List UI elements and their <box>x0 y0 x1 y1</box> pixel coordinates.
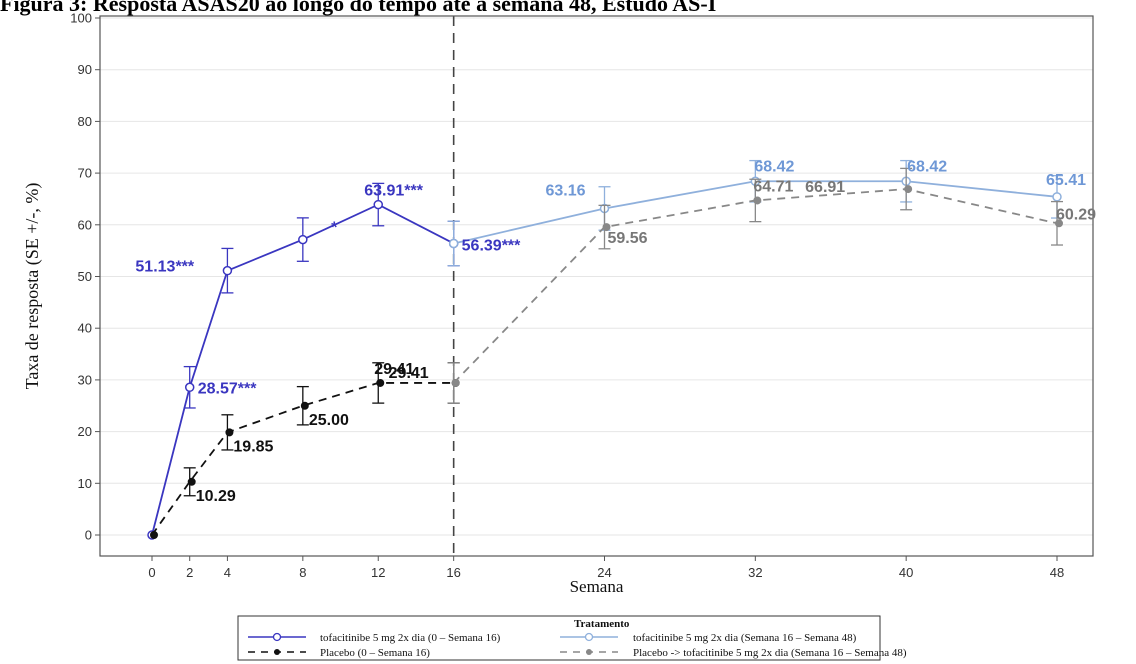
legend: Tratamento tofacitinibe 5 mg 2x dia (0 – … <box>237 615 907 661</box>
legend-label: Placebo -> tofacitinibe 5 mg 2x dia (Sem… <box>633 647 907 659</box>
x-tick-label: 40 <box>899 565 913 580</box>
data-point <box>222 265 233 276</box>
data-point <box>187 477 196 486</box>
y-axis-label: Taxa de resposta (SE +/-, %) <box>22 183 43 390</box>
legend-label: tofacitinibe 5 mg 2x dia (0 – Semana 16) <box>320 632 501 644</box>
legend-marker <box>584 632 594 642</box>
data-point <box>451 378 460 387</box>
point-label: 65.41 <box>1046 172 1086 189</box>
legend-item-0: tofacitinibe 5 mg 2x dia (0 – Semana 16) <box>248 632 501 644</box>
data-point <box>184 382 195 393</box>
point-label: 59.56 <box>608 230 648 247</box>
x-tick-label: 0 <box>148 565 155 580</box>
y-tick-label: 70 <box>78 166 92 181</box>
series-line-1 <box>151 382 454 536</box>
y-tick-label: 50 <box>78 269 92 284</box>
legend-title: Tratamento <box>574 618 630 630</box>
legend-item-1: Placebo (0 – Semana 16) <box>248 647 430 659</box>
x-tick-label: 12 <box>371 565 385 580</box>
x-tick-label: 24 <box>597 565 611 580</box>
data-point <box>1052 192 1062 202</box>
data-point <box>602 223 611 232</box>
x-axis-label: Semana <box>570 577 624 596</box>
y-tick-label: 60 <box>78 217 92 232</box>
legend-marker <box>274 649 280 655</box>
data-point <box>448 238 459 249</box>
point-label: 25.00 <box>309 412 349 429</box>
point-label: 68.42 <box>907 158 947 175</box>
y-tick-label: 20 <box>78 424 92 439</box>
point-label: 64.71 <box>753 178 793 195</box>
data-point <box>753 196 762 205</box>
data-point <box>1055 219 1063 228</box>
series-layer <box>147 159 1063 540</box>
legend-item-2: tofacitinibe 5 mg 2x dia (Semana 16 – Se… <box>560 632 857 644</box>
point-label: 56.39*** <box>462 237 521 254</box>
x-tick-label: 4 <box>224 565 231 580</box>
legend-label: tofacitinibe 5 mg 2x dia (Semana 16 – Se… <box>633 632 857 644</box>
point-label: 28.57*** <box>198 380 257 397</box>
data-point <box>150 531 158 539</box>
x-tick-label: 16 <box>446 565 460 580</box>
data-point <box>298 234 308 245</box>
point-label: 19.85 <box>233 438 273 455</box>
x-tick-label: 32 <box>748 565 762 580</box>
legend-box <box>237 615 881 661</box>
point-label: 29.41 <box>389 365 429 382</box>
y-tick-label: 40 <box>78 321 92 336</box>
y-tick-label: 80 <box>78 114 92 129</box>
legend-label: Placebo (0 – Semana 16) <box>320 647 430 659</box>
y-tick-label: 10 <box>78 476 92 491</box>
legend-marker <box>272 632 282 642</box>
plot-frame <box>99 15 1094 557</box>
data-point <box>904 185 913 194</box>
y-tick-label: 90 <box>78 62 92 77</box>
y-tick-label: 0 <box>85 528 92 543</box>
point-label: 68.42 <box>754 158 794 175</box>
point-labels: 28.57*** 51.13*** 63.91*** 56.39*** 10.29 19.… <box>135 158 1096 505</box>
x-tick-label: 8 <box>299 565 306 580</box>
y-tick-label: 30 <box>78 372 92 387</box>
data-point <box>373 199 383 210</box>
legend-marker <box>586 649 592 655</box>
data-point <box>376 378 385 387</box>
x-tick-label: 2 <box>186 565 193 580</box>
legend-item-3: Placebo -> tofacitinibe 5 mg 2x dia (Sem… <box>560 647 907 659</box>
point-label: 66.91 <box>805 179 845 196</box>
point-label: 51.13*** <box>135 259 194 276</box>
point-label: 63.91*** <box>364 183 423 200</box>
series-line-0 <box>151 203 455 536</box>
data-point <box>300 401 309 410</box>
y-tick-label: 100 <box>70 11 92 26</box>
point-label: 29.41 <box>374 361 414 378</box>
chart-title: Figura 3: Resposta ASAS20 ao longo do te… <box>0 0 717 16</box>
x-tick-label: 48 <box>1050 565 1064 580</box>
point-label: 60.29 <box>1056 206 1096 223</box>
data-point <box>225 428 234 437</box>
gridlines <box>100 17 1093 536</box>
point-label: 10.29 <box>196 488 236 505</box>
annotation: * <box>331 220 338 237</box>
point-label: 63.16 <box>546 182 586 199</box>
